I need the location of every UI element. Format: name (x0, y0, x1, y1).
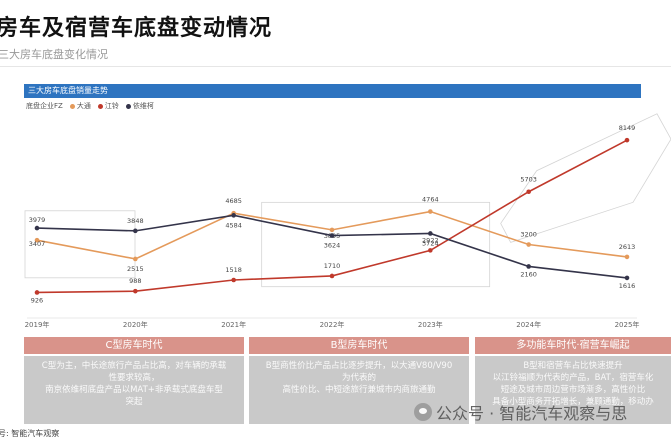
legend-item-1: 江铃 (97, 101, 119, 111)
era-0-line-3: 突起 (125, 397, 143, 407)
legend-dot-0 (69, 103, 75, 109)
x-tick-label: 2021年 (221, 320, 246, 329)
page-title: 房车及宿营车底盘变动情况 (0, 16, 273, 41)
era-head-1: B型房车时代 (249, 337, 469, 354)
page-subtitle: 三大房车底盘变化情况 (0, 48, 108, 61)
data-point (428, 248, 433, 253)
legend-item-2: 依维柯 (125, 101, 154, 111)
data-label: 3979 (29, 216, 46, 224)
legend-label-1: 江铃 (104, 102, 119, 110)
watermark-text: 公众号 · 智能汽车观察与思 (436, 404, 628, 423)
data-label: 926 (31, 296, 43, 304)
x-tick-label: 2019年 (25, 320, 50, 329)
data-point (133, 228, 138, 234)
era-2-line-1: 以江铃福顺为代表的产品，BAT，宿营车化 (492, 373, 654, 383)
data-point (428, 209, 433, 214)
data-label: 2160 (520, 270, 537, 278)
legend-item-0: 大通 (69, 101, 91, 111)
data-label: 1710 (324, 262, 341, 270)
chart-title-bar: 三大房车底盘销量走势 (24, 84, 641, 98)
data-label: 3624 (324, 242, 341, 250)
legend-label-2: 依维柯 (132, 102, 154, 110)
chart-legend: 底盘企业FZ 大通 江铃 依维柯 (26, 101, 154, 111)
source-note: 号: 智能汽车观察 (0, 429, 60, 438)
data-point (231, 213, 236, 218)
era-0-line-1: 性要求较高， (108, 373, 160, 383)
data-label: 2922 (422, 236, 439, 244)
era-head-2: 多功能车时代·宿营车崛起 (475, 337, 671, 354)
data-point (526, 242, 531, 247)
watermark: 公众号 · 智能汽车观察与思 (414, 400, 627, 424)
data-point (526, 264, 531, 269)
data-point (133, 256, 138, 262)
data-label: 5703 (520, 176, 537, 184)
data-point (34, 225, 40, 231)
data-point (231, 277, 236, 283)
data-point (624, 137, 630, 143)
x-tick-label: 2020年 (123, 320, 148, 329)
x-tick-label: 2025年 (615, 320, 640, 329)
era-0-line-2: 南京依维柯底盘产品以MAT+非承载式底盘车型 (45, 385, 223, 395)
era-1-line-2: 高性价比、中短途旅行兼城市内商旅通勤 (282, 385, 436, 395)
data-label: 3848 (127, 217, 144, 225)
data-label: 988 (129, 277, 141, 285)
data-label: 2515 (127, 265, 144, 273)
data-label: 4584 (225, 221, 242, 229)
data-label: 1518 (225, 266, 242, 274)
era-1-line-0: B型商性价比产品占比逐步提升，以大通V80/V90 (265, 361, 453, 371)
era-2-line-3: 具备小型商务开拓增长，兼顾通勤，移动办 (492, 397, 654, 407)
data-label: 4764 (422, 196, 439, 204)
data-point (34, 237, 40, 243)
era-2-line-2: 短途及城市周边营市场渐多，高性价比 (500, 385, 646, 395)
era-frame-camper (500, 113, 671, 243)
era-0-line-0: C型为主，中长途旅行产品占比高，对车辆的承载 (41, 361, 227, 371)
data-label: 3724 (422, 239, 439, 247)
era-2-line-0: B型和宿营车占比快速提升 (523, 361, 623, 371)
x-tick-label: 2024年 (516, 320, 541, 329)
data-point (329, 273, 335, 279)
data-point (329, 233, 335, 238)
data-point (428, 231, 433, 236)
divider (0, 66, 671, 67)
legend-dot-2 (125, 103, 131, 109)
data-label: 2613 (619, 243, 636, 251)
legend-label-0: 大通 (76, 102, 91, 110)
data-point (526, 189, 531, 195)
data-label: 1616 (619, 282, 636, 290)
data-label: 3407 (29, 240, 46, 248)
era-frame-c (24, 210, 136, 279)
data-point (34, 290, 40, 295)
era-1-line-1: 为代表的 (341, 373, 376, 383)
wechat-icon (414, 403, 432, 421)
data-point (329, 227, 335, 233)
era-body-0: C型为主，中长途旅行产品占比高，对车辆的承载 性要求较高， 南京依维柯底盘产品以… (24, 356, 244, 424)
data-label: 3200 (520, 231, 537, 239)
era-frame-b (261, 201, 491, 288)
data-label: 4685 (225, 197, 242, 205)
data-label: 8149 (619, 124, 636, 132)
era-head-0: C型房车时代 (24, 337, 244, 354)
x-tick-label: 2023年 (418, 320, 443, 329)
legend-dot-1 (97, 103, 103, 109)
legend-title: 底盘企业FZ (26, 102, 63, 110)
data-point (624, 275, 630, 281)
era-body-2: B型和宿营车占比快速提升 以江铃福顺为代表的产品，BAT，宿营车化 短途及城市周… (475, 356, 671, 424)
data-point (133, 288, 138, 294)
data-point (624, 254, 630, 260)
era-body-1: B型商性价比产品占比逐步提升，以大通V80/V90 为代表的 高性价比、中短途旅… (249, 356, 469, 424)
x-tick-label: 2022年 (320, 320, 345, 329)
